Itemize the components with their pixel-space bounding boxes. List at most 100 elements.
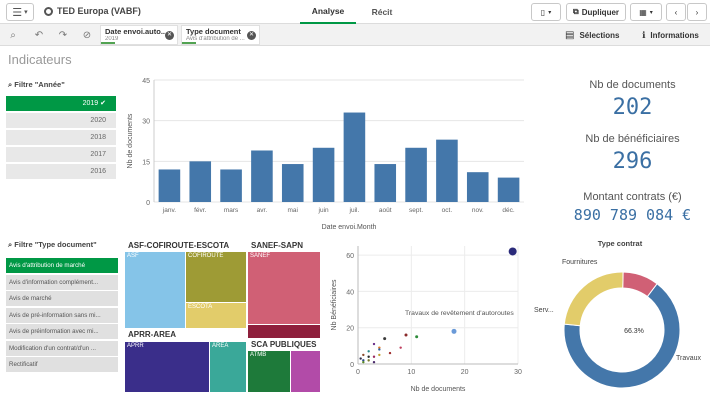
treemap-cell-asf[interactable]: ASF [125,252,185,328]
duplicate-button[interactable]: ⧉ Dupliquer [566,3,626,21]
filter-doc-item[interactable]: Avis de marché [6,291,118,307]
treemap-cell-atmb[interactable]: ATMB [248,351,290,392]
filter-year-title: ⌕ Filtre "Année" [8,80,65,89]
treemap-group-label: SCA PUBLIQUES [251,340,317,349]
bar[interactable] [251,150,273,202]
filter-doc-item[interactable]: Rectificatif [6,357,118,373]
previous-sheet-button[interactable]: ‹ [666,3,686,21]
scatter-point[interactable] [367,359,370,362]
scatter-point[interactable] [372,355,376,358]
filter-year-item[interactable]: 2019 ✔ [6,96,116,112]
y-axis-label: Nb Bénéficiaires [331,279,338,330]
scatter-point[interactable] [378,353,381,357]
scatter-point[interactable] [383,337,387,341]
donut-center-label: 66.3% [624,328,644,335]
scatter-point[interactable] [362,359,365,362]
filter-year-item[interactable]: 2016 [6,164,116,180]
scatter-point[interactable] [378,348,381,351]
treemap-cell-sapn[interactable] [248,325,320,338]
bar[interactable] [405,147,427,202]
bookmark-button[interactable]: ▯ ▾ [531,3,561,21]
filter-doc-item[interactable]: Avis de préinformation avec mi... [6,324,118,340]
bar[interactable] [158,169,181,202]
x-tick-label: sept. [409,207,423,214]
treemap-cell-escota[interactable]: ESCOTA [186,303,246,328]
x-tick-label: mars [224,207,239,214]
x-tick-label: 20 [461,369,469,376]
filter-doc-item[interactable]: Modification d'un contrat/d'un ... [6,340,118,357]
bar[interactable] [497,177,520,202]
scatter-point[interactable] [362,360,365,364]
clear-all-icon[interactable]: ⊘ [82,29,92,41]
treemap-group-label: SANEF-SAPN [251,241,304,250]
x-tick-label: août [379,207,392,214]
tab-analyse[interactable]: Analyse [300,0,356,24]
next-sheet-button[interactable]: › [687,3,707,21]
filter-year-item[interactable]: 2018 [6,130,116,146]
selection-bar: ⌕ ↶ ↷ ⊘ Date envoi.auto... 2019 ✕ Type d… [0,24,710,46]
filter-year-item[interactable]: 2020 [6,113,116,129]
bar[interactable] [466,172,489,202]
donut-slice[interactable] [563,271,624,327]
treemap-cell-area[interactable]: AREA [210,342,246,392]
bar[interactable] [436,139,458,202]
global-menu-button[interactable]: ☰ ▾ [6,3,34,21]
bar[interactable] [312,147,335,202]
filter-doc-item[interactable]: Avis d'information complément... [6,274,118,291]
filter-doc-item[interactable]: Avis de pré-information sans mi... [6,307,118,324]
x-tick-label: mai [288,207,298,214]
sheet-title: Indicateurs [8,52,72,67]
scatter-point[interactable] [451,328,457,334]
treemap-cell-other[interactable] [291,351,320,392]
bar[interactable] [343,112,366,202]
treemap-group-label: APRR-AREA [128,330,176,339]
scatter-chart[interactable]: 0 20 40 60 0 10 20 30 Travaux de revêtement d'au… [328,238,528,396]
scatter-point[interactable] [362,353,365,357]
scatter-point[interactable] [404,333,408,337]
kpi-amount-value: 890 789 084 € [573,206,692,224]
clear-chip-icon[interactable]: ✕ [165,31,174,40]
smart-search-icon[interactable]: ⌕ [10,29,16,41]
treemap-cell-cofiroute[interactable]: COFIROUTE [186,252,246,302]
sheet-menu-button[interactable]: ▦ ▾ [630,3,662,21]
y-tick-label: 30 [142,119,150,126]
selection-chip-type-document[interactable]: Type document Avis d'attribution de ... … [181,25,260,45]
scatter-point[interactable] [399,346,402,349]
y-tick-label: 0 [146,200,150,207]
scatter-point[interactable] [508,247,517,256]
treemap-cell-sanef[interactable]: SANEF [248,252,320,324]
information-button[interactable]: ℹ Informations [642,29,699,40]
y-tick-label: 0 [350,362,354,369]
bar[interactable] [281,164,304,202]
treemap-chart[interactable]: ASF-COFIROUTE-ESCOTA ASF COFIROUTE ESCOT… [125,240,320,392]
chart-title: Type contrat [598,239,643,248]
scatter-point[interactable] [359,357,362,360]
donut-slice[interactable] [563,283,681,389]
donut-slice[interactable] [622,271,658,298]
scatter-point[interactable] [372,360,376,364]
scatter-point[interactable] [415,335,419,339]
selections-button[interactable]: ▤ Sélections [565,29,620,41]
tab-recit[interactable]: Récit [371,7,393,17]
scatter-point[interactable] [367,350,370,353]
filter-doc-item[interactable]: Avis d'attribution de marché [6,258,118,274]
kpi-benef-value: 296 [612,149,653,174]
x-tick-label: juin [318,207,330,214]
selection-back-icon[interactable]: ↶ [34,29,44,41]
scatter-point[interactable] [388,351,392,355]
treemap-cell-aprr[interactable]: APRR [125,342,209,392]
bar[interactable] [189,161,212,202]
filter-year-item[interactable]: 2017 [6,147,116,163]
selection-forward-icon[interactable]: ↷ [58,29,68,41]
scatter-point[interactable] [378,346,381,349]
x-tick-label: 10 [407,369,415,376]
bar[interactable] [374,164,397,202]
selection-chip-date[interactable]: Date envoi.auto... 2019 ✕ [100,25,178,45]
scatter-point[interactable] [372,342,376,346]
clear-chip-icon[interactable]: ✕ [247,31,256,40]
bar-chart[interactable]: 0 15 30 45 janv. févr. mars avr. mai juin juil. aoû… [122,70,532,235]
donut-chart[interactable]: Type contrat Travaux Serv... Fournitures 66.… [530,236,710,396]
scatter-point[interactable] [367,355,370,358]
selections-icon: ▤ [565,29,575,41]
bar[interactable] [220,169,242,202]
